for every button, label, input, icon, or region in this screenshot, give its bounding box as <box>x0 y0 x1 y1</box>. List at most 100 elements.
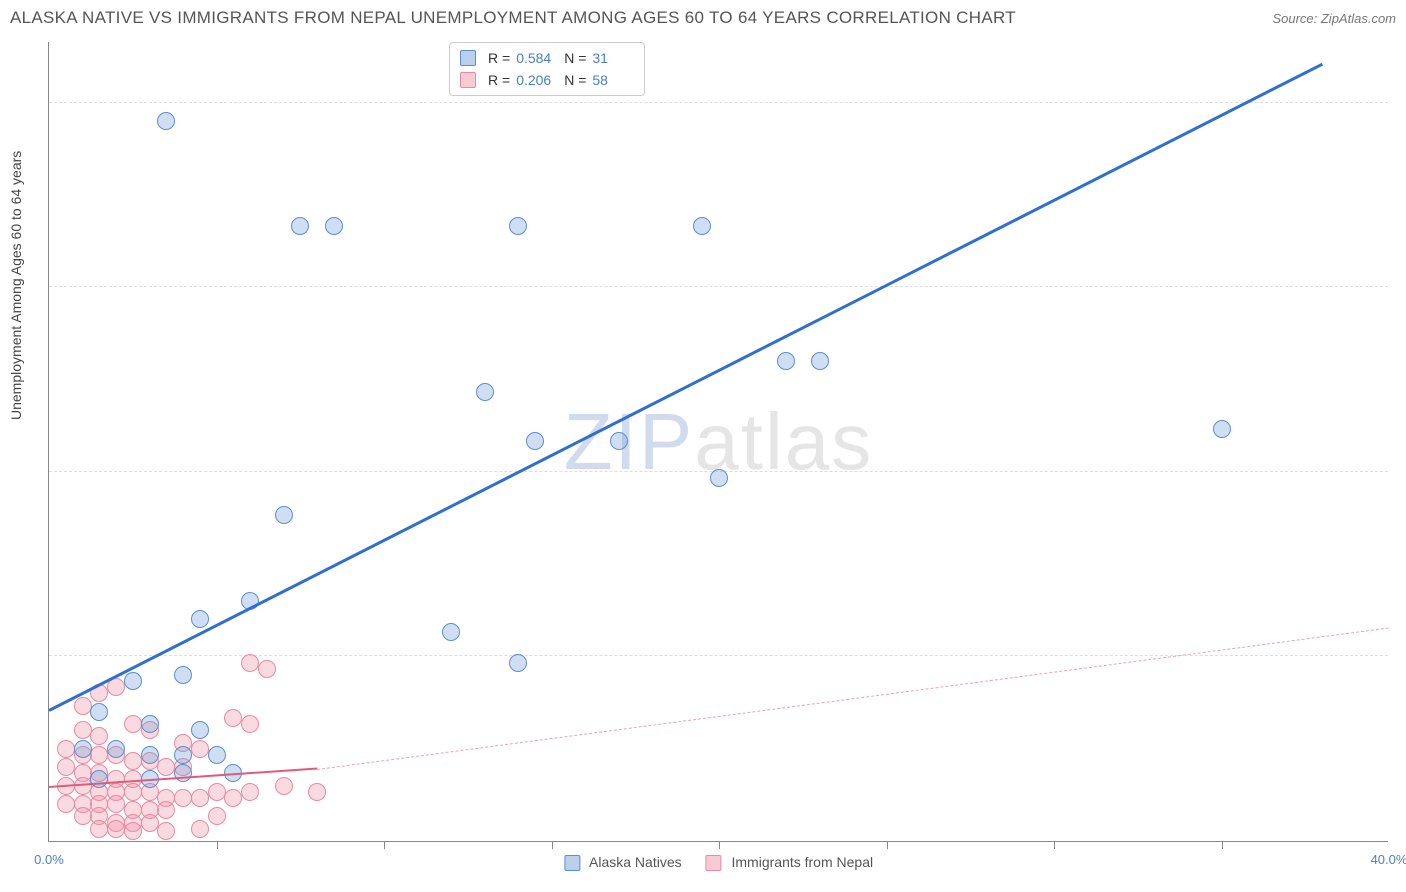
scatter-point <box>141 814 159 832</box>
scatter-point <box>90 703 108 721</box>
scatter-point <box>1213 420 1231 438</box>
scatter-point <box>124 783 142 801</box>
scatter-point <box>74 721 92 739</box>
watermark-zip: ZIP <box>564 397 694 486</box>
x-tick <box>887 841 888 849</box>
scatter-point <box>224 789 242 807</box>
y-tick-label: 30.0% <box>1398 449 1406 464</box>
scatter-point <box>325 217 343 235</box>
scatter-point <box>241 715 259 733</box>
scatter-point <box>57 758 75 776</box>
x-tick <box>1054 841 1055 849</box>
scatter-point <box>157 758 175 776</box>
gridline <box>49 286 1388 287</box>
gridline <box>49 102 1388 103</box>
scatter-point <box>208 746 226 764</box>
scatter-point <box>90 746 108 764</box>
chart-title: ALASKA NATIVE VS IMMIGRANTS FROM NEPAL U… <box>10 8 1016 28</box>
trend-line <box>317 627 1389 770</box>
scatter-point <box>74 740 92 758</box>
scatter-point <box>526 432 544 450</box>
scatter-point <box>191 789 209 807</box>
scatter-point <box>241 783 259 801</box>
scatter-point <box>208 807 226 825</box>
scatter-point <box>174 764 192 782</box>
legend-label-b: Immigrants from Nepal <box>732 854 874 870</box>
scatter-point <box>693 217 711 235</box>
scatter-point <box>777 352 795 370</box>
swatch-alaska-icon <box>460 50 476 66</box>
x-tick-label: 0.0% <box>34 852 64 867</box>
scatter-point <box>107 820 125 838</box>
scatter-point <box>74 697 92 715</box>
x-tick <box>384 841 385 849</box>
chart-plot-area: ZIPatlas R = 0.584 N = 31 R = 0.206 N = … <box>48 42 1388 842</box>
legend-item-a: Alaska Natives <box>564 854 682 871</box>
x-tick <box>552 841 553 849</box>
scatter-point <box>57 795 75 813</box>
scatter-point <box>291 217 309 235</box>
scatter-point <box>308 783 326 801</box>
r-value-a: 0.584 <box>516 50 558 66</box>
scatter-point <box>241 654 259 672</box>
scatter-point <box>610 432 628 450</box>
scatter-point <box>208 783 226 801</box>
scatter-point <box>191 820 209 838</box>
scatter-point <box>191 610 209 628</box>
legend-item-b: Immigrants from Nepal <box>706 854 873 871</box>
x-tick <box>1222 841 1223 849</box>
scatter-point <box>476 383 494 401</box>
scatter-point <box>191 740 209 758</box>
y-tick-label: 15.0% <box>1398 634 1406 649</box>
legend: Alaska Natives Immigrants from Nepal <box>564 854 873 871</box>
scatter-point <box>275 506 293 524</box>
trend-line <box>48 63 1322 712</box>
scatter-point <box>124 752 142 770</box>
y-tick-label: 45.0% <box>1398 265 1406 280</box>
scatter-point <box>191 721 209 739</box>
stats-row-b: R = 0.206 N = 58 <box>460 69 634 91</box>
y-axis-label: Unemployment Among Ages 60 to 64 years <box>8 151 24 420</box>
r-label: R = <box>488 50 510 66</box>
scatter-point <box>124 672 142 690</box>
scatter-point <box>157 801 175 819</box>
scatter-point <box>124 715 142 733</box>
scatter-point <box>90 820 108 838</box>
scatter-point <box>509 217 527 235</box>
scatter-point <box>74 807 92 825</box>
scatter-point <box>157 822 175 840</box>
scatter-point <box>141 715 159 733</box>
swatch-nepal-icon <box>460 72 476 88</box>
scatter-point <box>509 654 527 672</box>
y-tick-label: 60.0% <box>1398 80 1406 95</box>
swatch-nepal-icon <box>706 855 722 871</box>
scatter-point <box>107 740 125 758</box>
source-label: Source: ZipAtlas.com <box>1272 11 1396 26</box>
scatter-point <box>174 666 192 684</box>
scatter-point <box>275 777 293 795</box>
scatter-point <box>224 709 242 727</box>
scatter-point <box>258 660 276 678</box>
r-value-b: 0.206 <box>516 72 558 88</box>
scatter-point <box>442 623 460 641</box>
swatch-alaska-icon <box>564 855 580 871</box>
scatter-point <box>157 112 175 130</box>
correlation-stats-box: R = 0.584 N = 31 R = 0.206 N = 58 <box>449 42 645 96</box>
x-tick <box>217 841 218 849</box>
legend-label-a: Alaska Natives <box>589 854 682 870</box>
scatter-point <box>107 795 125 813</box>
n-label: N = <box>564 50 586 66</box>
scatter-point <box>811 352 829 370</box>
x-tick <box>719 841 720 849</box>
x-tick-label: 40.0% <box>1371 852 1406 867</box>
scatter-point <box>90 727 108 745</box>
scatter-point <box>141 746 159 764</box>
r-label: R = <box>488 72 510 88</box>
scatter-point <box>710 469 728 487</box>
n-value-a: 31 <box>592 50 634 66</box>
scatter-point <box>90 770 108 788</box>
scatter-point <box>57 740 75 758</box>
scatter-point <box>174 789 192 807</box>
n-label: N = <box>564 72 586 88</box>
scatter-point <box>124 822 142 840</box>
